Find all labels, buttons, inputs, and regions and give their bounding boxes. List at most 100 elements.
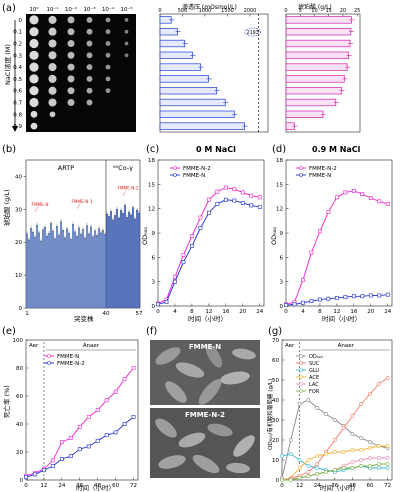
panel-d-ytick-label: 0 xyxy=(280,304,284,310)
panel-c-ytick-label: 15 xyxy=(148,182,155,188)
mutant-bar xyxy=(76,236,78,309)
succinate-tick-label: 0 xyxy=(284,8,287,14)
panel-d-data-point xyxy=(309,250,314,255)
mutant-bar xyxy=(122,213,124,309)
group-label-co: ⁶⁰Co-γ xyxy=(113,164,133,172)
panel-e-series-line xyxy=(25,367,134,477)
mutant-bar xyxy=(62,229,64,309)
panel-g-legend-marker xyxy=(299,375,303,379)
panel-e-data-point xyxy=(122,422,127,426)
nacl-tick-label: 0.4 xyxy=(13,65,22,71)
growth-spot xyxy=(49,111,56,118)
panel-c-ytick-label: 0 xyxy=(152,304,156,310)
mutant-bar xyxy=(60,221,62,309)
panel-d-data-point xyxy=(385,201,390,206)
panel-g-data-point xyxy=(280,478,284,482)
panel-d-xtick-label: 8 xyxy=(318,309,322,315)
panel-c-data-point xyxy=(249,193,254,198)
panel-e-xtick-label: 24 xyxy=(58,483,65,489)
mutant-bar xyxy=(130,214,132,309)
panel-c-data-point xyxy=(215,189,220,194)
mutant-bar xyxy=(28,239,30,309)
growth-spot xyxy=(105,52,111,58)
panel-d-title: 0.9 M NaCl xyxy=(312,145,361,154)
panel-g-ytick-label: 30 xyxy=(272,418,279,424)
panel-g-data-point xyxy=(359,402,364,406)
panel-c-data-point xyxy=(206,197,211,202)
panel-c-data-point xyxy=(173,279,177,284)
panel-d-xtick-label: 12 xyxy=(333,309,340,315)
panel-d-frame xyxy=(285,159,393,307)
panel-g-data-point xyxy=(297,476,302,480)
panel-c-data-point xyxy=(198,215,203,220)
panel-d-legend-marker xyxy=(299,173,303,177)
growth-spot xyxy=(105,64,111,70)
panel-c-data-point xyxy=(198,226,203,231)
panel-c-xtick-label: 20 xyxy=(239,309,246,315)
dilution-tick-label: 10⁻² xyxy=(65,6,77,13)
mutant-bar xyxy=(134,218,136,309)
panel-g-frame xyxy=(281,339,393,481)
panel-g-data-point xyxy=(288,452,293,456)
panel-g-xtick-label: 72 xyxy=(384,483,391,489)
mutant-bar xyxy=(48,233,50,309)
growth-spot xyxy=(48,27,57,36)
panel-g-data-point xyxy=(288,438,293,442)
panel-a-succinate-title: 琥珀酸 (g/L) xyxy=(298,3,332,11)
mutant-bar xyxy=(38,232,40,309)
panel-g-xtick-label: 0 xyxy=(280,483,284,489)
panel-d-data-point xyxy=(351,294,356,299)
osmotic-bar xyxy=(159,39,186,48)
panel-c-data-point xyxy=(240,190,245,195)
panel-g-legend-marker xyxy=(299,382,303,386)
succinate-tick-label: 25 xyxy=(354,8,360,14)
panel-g-data-point xyxy=(376,456,381,460)
panel-c-data-point xyxy=(249,203,254,208)
panel-d-data-point xyxy=(351,188,356,193)
panel-d-ytick-label: 12 xyxy=(276,207,283,213)
mutant-bar xyxy=(74,231,76,309)
mutant-bar xyxy=(54,238,56,309)
mutant-bar xyxy=(92,236,94,309)
panel-c-legend-marker xyxy=(173,173,177,177)
panel-e-data-point xyxy=(104,398,109,403)
mutant-annotation-pointer xyxy=(122,190,127,196)
growth-spot xyxy=(29,27,39,37)
mutant-bar xyxy=(88,233,90,309)
growth-spot xyxy=(86,16,93,23)
panel-g-xlabel: 时间（小时） xyxy=(320,483,359,492)
osmotic-bar xyxy=(159,51,193,59)
panel-e-xtick-label: 0 xyxy=(24,483,28,489)
osmotic-tick-label: 1500 xyxy=(221,8,234,14)
panel-b-xtick-label: 1 xyxy=(25,311,29,317)
panel-e-data-point xyxy=(113,389,118,394)
panel-c-xlabel: 时间（小时） xyxy=(188,314,227,323)
mutant-bar xyxy=(58,234,60,309)
panel-g-data-point xyxy=(332,418,337,422)
panel-e-label: (e) xyxy=(2,326,16,337)
panel-g-data-point xyxy=(315,462,320,466)
panel-e-data-point xyxy=(86,415,91,419)
succinate-frame xyxy=(285,13,361,133)
panel-c-xtick-label: 8 xyxy=(190,309,194,315)
sem-cells-bottom xyxy=(155,418,255,474)
growth-spot xyxy=(67,99,75,106)
panel-g-data-point xyxy=(306,470,311,474)
growth-spot xyxy=(67,87,75,95)
growth-spot xyxy=(86,99,93,106)
osmotic-tick-label: 1000 xyxy=(199,8,212,14)
panel-c-data-point xyxy=(206,210,211,215)
panel-e-xtick-label: 48 xyxy=(94,483,101,489)
panel-e-data-point xyxy=(59,457,64,461)
panel-e-legend-marker xyxy=(47,361,51,365)
mutant-bar xyxy=(80,233,82,309)
panel-b-ytick-label: 40 xyxy=(15,174,22,180)
panel-c-series-line xyxy=(157,199,260,305)
panel-e-phase-aer: Aer xyxy=(29,343,39,349)
panel-e-frame xyxy=(25,339,139,481)
growth-spot xyxy=(124,29,129,34)
panel-c-ylabel: OD₆₀₀ xyxy=(141,227,149,245)
panel-a-osmotic-title: 渗透压 (mOsmol/L) xyxy=(182,3,237,11)
panel-g-data-point xyxy=(350,460,355,464)
panel-c-xtick-label: 12 xyxy=(205,309,212,315)
